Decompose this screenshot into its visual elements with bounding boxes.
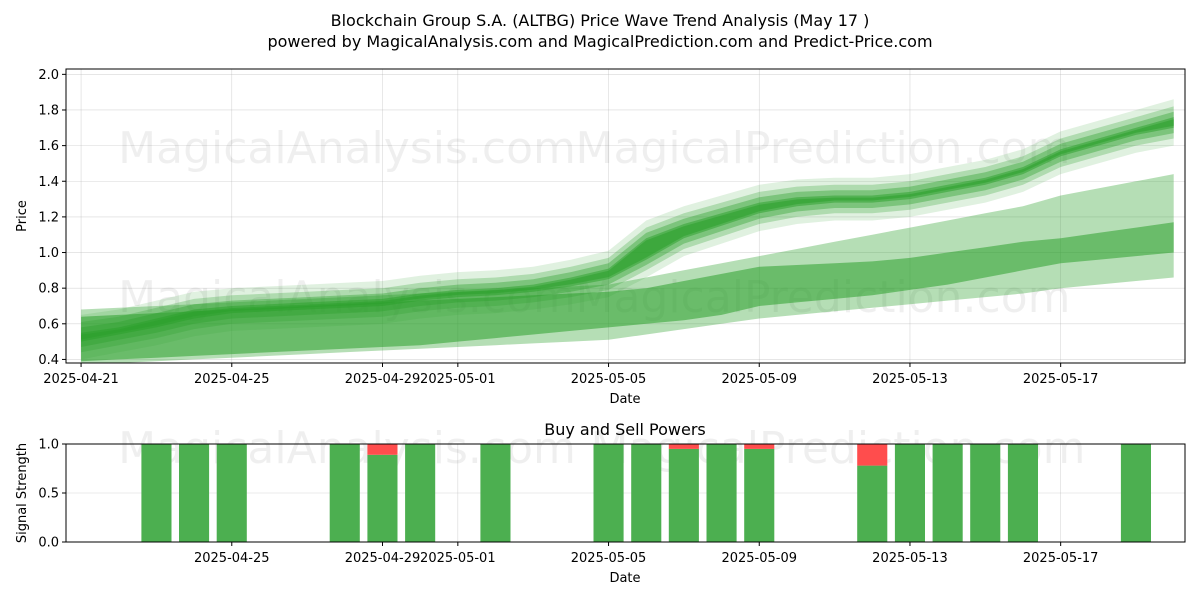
buy-bar bbox=[405, 444, 436, 542]
buy-sell-x-tick-label: 2025-05-17 bbox=[1023, 551, 1099, 566]
price-y-tick-label: 1.2 bbox=[38, 210, 59, 225]
buy-bar bbox=[367, 454, 398, 542]
price-y-tick-label: 1.6 bbox=[38, 139, 59, 154]
buy-bar bbox=[216, 444, 247, 542]
chart-subtitle: powered by MagicalAnalysis.com and Magic… bbox=[267, 32, 932, 51]
buy-sell-y-tick-label: 0.5 bbox=[38, 487, 59, 502]
price-wave-panel: MagicalAnalysis.com MagicalPrediction.co… bbox=[15, 68, 1186, 407]
price-y-tick-label: 0.8 bbox=[38, 282, 59, 297]
price-y-tick-label: 0.6 bbox=[38, 317, 59, 332]
sell-bar bbox=[857, 444, 888, 466]
chart-title: Blockchain Group S.A. (ALTBG) Price Wave… bbox=[331, 11, 870, 30]
price-x-ticks: 2025-04-21 2025-04-25 2025-04-29 2025-05-01… bbox=[43, 363, 1098, 387]
price-wave-layer-3 bbox=[81, 117, 1174, 342]
price-band-inner bbox=[81, 222, 1174, 362]
buy-bar bbox=[593, 444, 624, 542]
buy-bar bbox=[631, 444, 662, 542]
buy-sell-y-ticks: 0.0 0.5 1.0 bbox=[38, 438, 66, 551]
price-y-tick-label: 1.8 bbox=[38, 103, 59, 118]
price-x-tick-label: 2025-04-29 bbox=[345, 372, 421, 387]
sell-bar bbox=[367, 444, 398, 455]
price-wave-layer-0 bbox=[81, 99, 1174, 360]
price-wave-layer-1 bbox=[81, 106, 1174, 353]
watermark-prediction-top: MagicalPrediction.com bbox=[576, 123, 1071, 174]
buy-bar bbox=[857, 465, 888, 542]
price-x-tick-label: 2025-05-01 bbox=[420, 372, 496, 387]
price-x-tick-label: 2025-04-25 bbox=[194, 372, 270, 387]
price-wave-layer-2 bbox=[81, 111, 1174, 347]
buy-sell-x-tick-label: 2025-05-05 bbox=[571, 551, 647, 566]
buy-bar bbox=[744, 448, 775, 542]
price-y-tick-label: 2.0 bbox=[38, 68, 59, 83]
buy-bar bbox=[1007, 444, 1038, 542]
buy-sell-x-ticks: 2025-04-25 2025-04-29 2025-05-01 2025-05-05… bbox=[194, 542, 1098, 566]
buy-sell-x-tick-label: 2025-05-09 bbox=[721, 551, 797, 566]
price-x-tick-label: 2025-05-17 bbox=[1023, 372, 1099, 387]
price-x-tick-label: 2025-05-05 bbox=[571, 372, 647, 387]
buy-bar bbox=[668, 448, 699, 542]
price-y-ticks: 0.4 0.6 0.8 1.0 1.2 1.4 1.6 1.8 2.0 bbox=[38, 68, 66, 368]
price-y-label: Price bbox=[15, 200, 30, 232]
buy-sell-x-tick-label: 2025-04-29 bbox=[345, 551, 421, 566]
buy-bar bbox=[480, 444, 511, 542]
buy-bar bbox=[329, 444, 360, 542]
sell-bar bbox=[744, 444, 775, 449]
buy-sell-title: Buy and Sell Powers bbox=[544, 420, 706, 439]
buy-sell-x-label: Date bbox=[609, 571, 640, 586]
buy-bar bbox=[970, 444, 1001, 542]
price-y-tick-label: 0.4 bbox=[38, 353, 59, 368]
price-x-label: Date bbox=[609, 392, 640, 407]
buy-bar bbox=[706, 444, 737, 542]
buy-sell-panel: Buy and Sell Powers MagicalAnalysis.com … bbox=[15, 420, 1186, 586]
sell-bar bbox=[668, 444, 699, 449]
buy-bar bbox=[141, 444, 172, 542]
price-axes-frame bbox=[65, 68, 1186, 364]
price-x-tick-label: 2025-04-21 bbox=[43, 372, 119, 387]
watermark-analysis-top: MagicalAnalysis.com bbox=[118, 123, 576, 174]
buy-sell-bars bbox=[141, 444, 1151, 542]
price-y-tick-label: 1.4 bbox=[38, 175, 59, 190]
buy-bar bbox=[932, 444, 963, 542]
buy-bar bbox=[894, 444, 925, 542]
buy-sell-x-tick-label: 2025-05-13 bbox=[872, 551, 948, 566]
buy-sell-x-tick-label: 2025-05-01 bbox=[420, 551, 496, 566]
price-x-tick-label: 2025-05-09 bbox=[721, 372, 797, 387]
buy-bar bbox=[179, 444, 210, 542]
buy-sell-y-label: Signal Strength bbox=[15, 443, 30, 543]
buy-bar bbox=[1120, 444, 1151, 542]
buy-sell-y-tick-label: 0.0 bbox=[38, 536, 59, 551]
price-bands bbox=[81, 99, 1174, 363]
price-y-tick-label: 1.0 bbox=[38, 246, 59, 261]
price-x-tick-label: 2025-05-13 bbox=[872, 372, 948, 387]
price-watermarks: MagicalAnalysis.com MagicalPrediction.co… bbox=[118, 123, 1070, 323]
buy-sell-y-tick-label: 1.0 bbox=[38, 438, 59, 453]
buy-sell-x-tick-label: 2025-04-25 bbox=[194, 551, 270, 566]
